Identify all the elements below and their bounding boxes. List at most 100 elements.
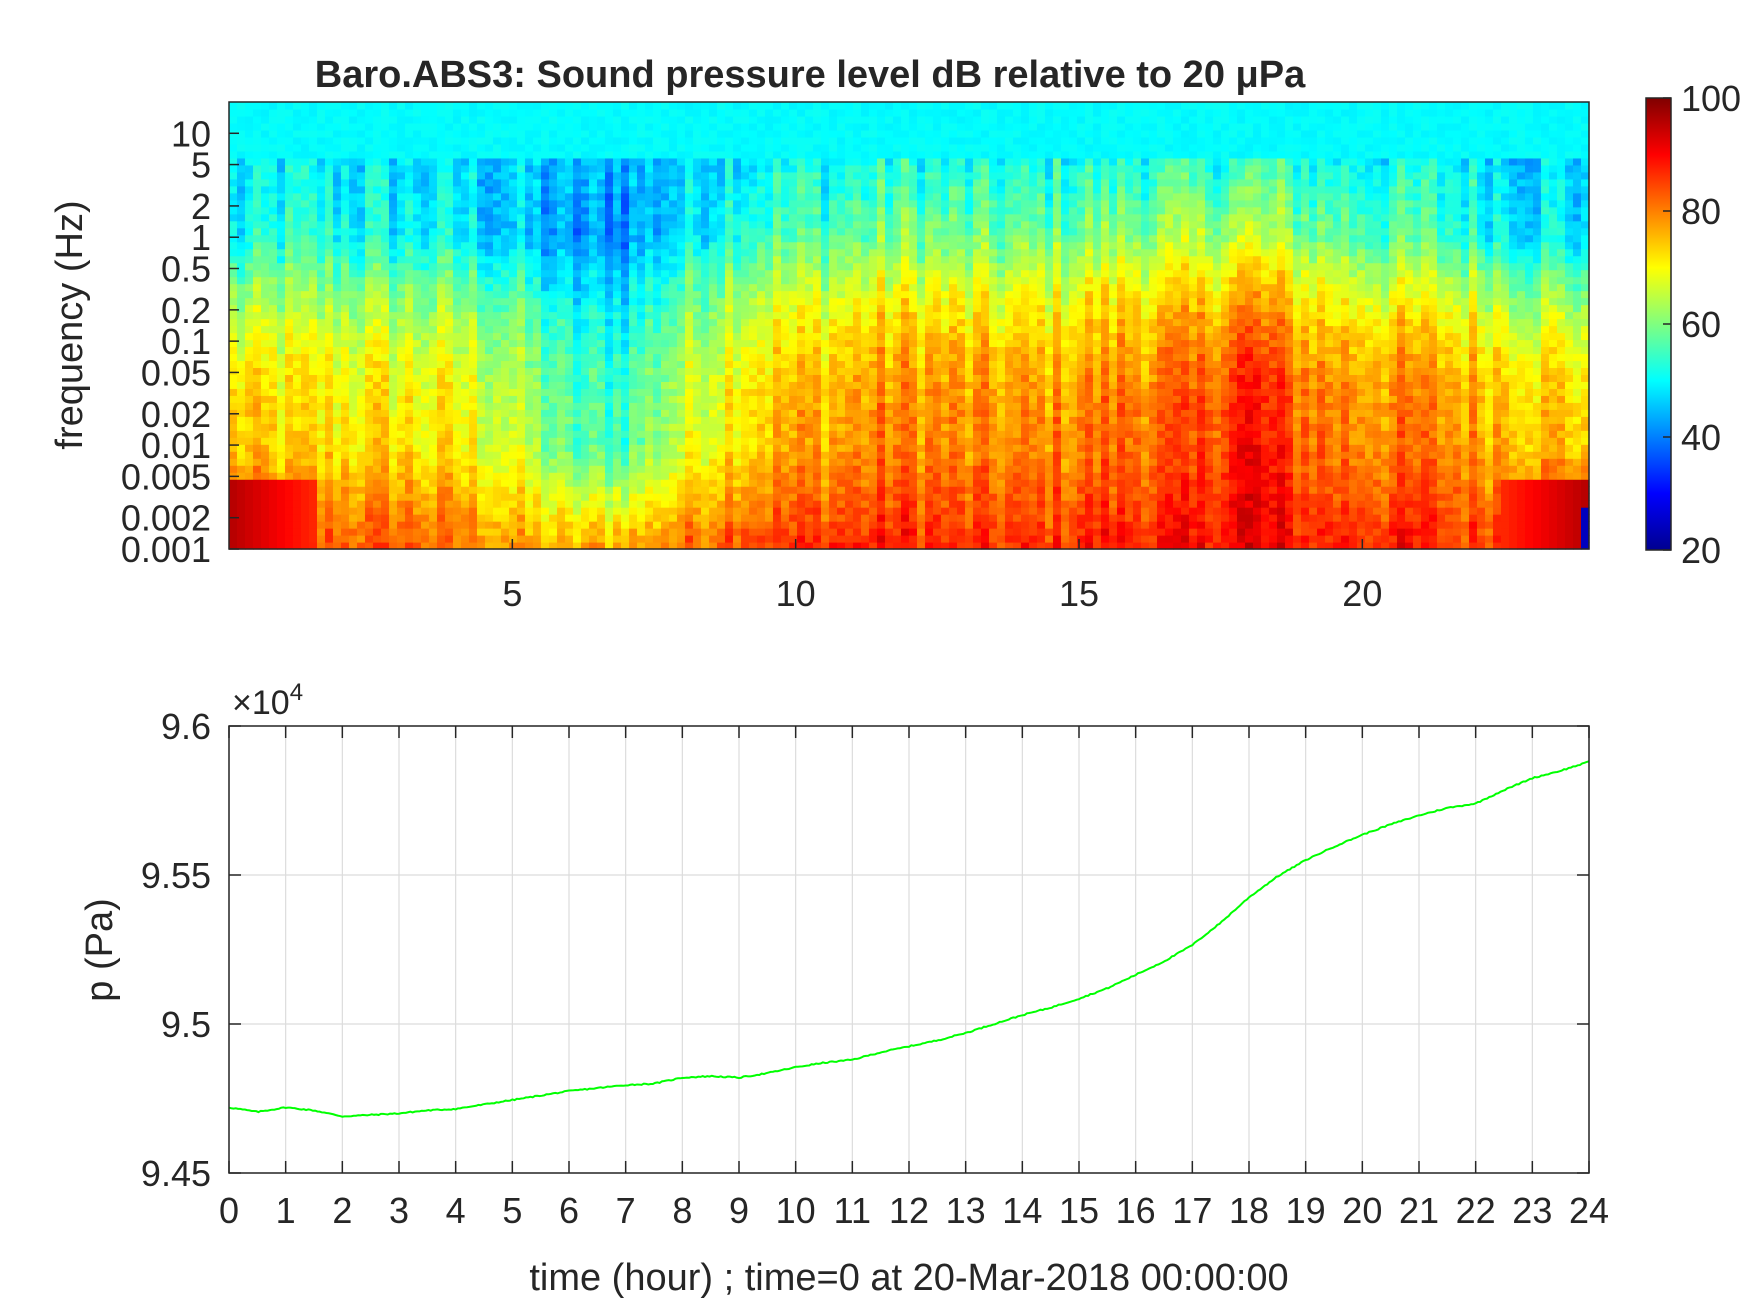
heatmap-cell — [357, 234, 366, 243]
heatmap-cell — [557, 402, 566, 410]
heatmap-cell — [693, 290, 702, 299]
heatmap-cell — [589, 255, 598, 264]
heatmap-cell — [325, 416, 334, 424]
heatmap-cell — [789, 339, 798, 348]
heatmap-cell — [709, 108, 718, 117]
heatmap-cell — [589, 381, 598, 389]
heatmap-cell — [413, 437, 422, 445]
heatmap-cell — [365, 164, 374, 173]
heatmap-cell — [365, 325, 374, 334]
heatmap-cell — [573, 143, 582, 152]
heatmap-cell — [461, 192, 470, 201]
heatmap-cell — [805, 199, 814, 208]
heatmap-cell — [429, 178, 438, 187]
heatmap-cell — [821, 381, 830, 389]
heatmap-cell — [837, 164, 846, 173]
heatmap-cell — [573, 290, 582, 299]
heatmap-cell — [589, 150, 598, 159]
heatmap-cell — [285, 332, 294, 341]
heatmap-cell — [605, 192, 614, 201]
heatmap-cell — [701, 423, 710, 431]
heatmap-cell — [741, 500, 750, 508]
heatmap-cell — [437, 157, 446, 166]
heatmap-cell — [261, 444, 270, 452]
heatmap-cell — [661, 381, 670, 389]
heatmap-cell — [717, 255, 726, 264]
heatmap-cell — [749, 507, 758, 515]
heatmap-cell — [637, 381, 646, 389]
heatmap-cell — [389, 122, 398, 131]
heatmap-cell — [797, 150, 806, 159]
heatmap-cell — [437, 542, 446, 550]
heatmap-cell — [365, 297, 374, 306]
heatmap-cell — [557, 388, 566, 396]
heatmap-cell — [549, 255, 558, 264]
heatmap-cell — [445, 402, 454, 410]
heatmap-cell — [669, 374, 678, 382]
heatmap-cell — [629, 290, 638, 299]
heatmap-cell — [541, 248, 550, 257]
heatmap-cell — [805, 290, 814, 299]
heatmap-cell — [509, 248, 518, 257]
heatmap-cell — [253, 423, 262, 431]
heatmap-cell — [637, 500, 646, 508]
heatmap-cell — [381, 444, 390, 452]
heatmap-cell — [229, 178, 238, 187]
heatmap-cell — [285, 297, 294, 306]
heatmap-cell — [749, 269, 758, 278]
heatmap-cell — [301, 262, 310, 271]
heatmap-cell — [541, 283, 550, 292]
heatmap-cell — [493, 500, 502, 508]
heatmap-cell — [829, 388, 838, 396]
heatmap-cell — [829, 136, 838, 145]
heatmap-cell — [749, 416, 758, 424]
heatmap-cell — [517, 283, 526, 292]
heatmap-cell — [541, 451, 550, 459]
heatmap-cell — [389, 150, 398, 159]
heatmap-cell — [565, 416, 574, 424]
heatmap-cell — [741, 423, 750, 431]
heatmap-cell — [573, 213, 582, 222]
heatmap-cell — [397, 220, 406, 229]
heatmap-cell — [261, 276, 270, 285]
heatmap-cell — [653, 220, 662, 229]
heatmap-cell — [805, 339, 814, 348]
heatmap-cell — [557, 129, 566, 138]
heatmap-cell — [517, 164, 526, 173]
heatmap-cell — [381, 269, 390, 278]
heatmap-cell — [277, 276, 286, 285]
heatmap-cell — [653, 122, 662, 131]
heatmap-cell — [693, 360, 702, 368]
heatmap-cell — [845, 430, 854, 438]
heatmap-cell — [757, 234, 766, 243]
heatmap-cell — [597, 227, 606, 236]
heatmap-cell — [781, 353, 790, 362]
heatmap-cell — [757, 150, 766, 159]
heatmap-cell — [341, 150, 350, 159]
heatmap-cell — [797, 241, 806, 250]
heatmap-cell — [805, 220, 814, 229]
heatmap-cell — [381, 199, 390, 208]
heatmap-cell — [645, 500, 654, 508]
heatmap-cell — [469, 311, 478, 320]
heatmap-cell — [677, 472, 686, 480]
heatmap-cell — [341, 199, 350, 208]
heatmap-cell — [333, 486, 342, 494]
heatmap-cell — [349, 451, 358, 459]
heatmap-cell — [485, 521, 494, 529]
heatmap-cell — [709, 304, 718, 313]
heatmap-cell — [293, 290, 302, 299]
heatmap-cell — [349, 143, 358, 152]
heatmap-cell — [357, 276, 366, 285]
heatmap-cell — [733, 367, 742, 375]
heatmap-cell — [381, 122, 390, 131]
heatmap-cell — [565, 458, 574, 466]
heatmap-cell — [301, 402, 310, 410]
heatmap-cell — [373, 122, 382, 131]
heatmap-cell — [325, 206, 334, 215]
heatmap-cell — [725, 318, 734, 327]
heatmap-cell — [381, 164, 390, 173]
heatmap-cell — [477, 535, 486, 543]
heatmap-cell — [253, 332, 262, 341]
heatmap-cell — [573, 479, 582, 487]
